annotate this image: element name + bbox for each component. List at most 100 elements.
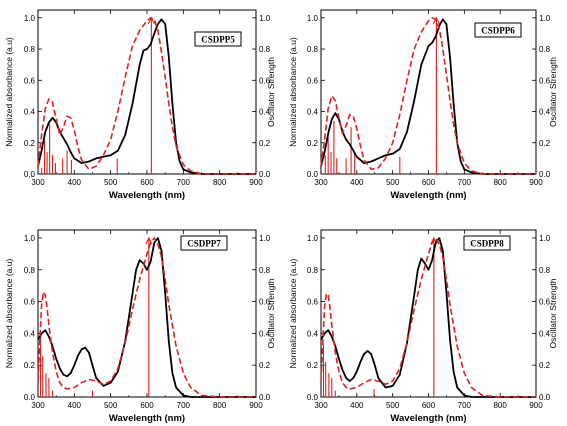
y2-tick-label: 0.0: [539, 393, 551, 402]
y2-axis-label: Oscillator Strength: [266, 278, 276, 348]
compound-label: CSDPP8: [470, 239, 504, 249]
x-tick-label: 500: [386, 401, 400, 410]
x-tick-label: 800: [213, 401, 227, 410]
y2-tick-label: 1.0: [539, 234, 551, 243]
y-tick-label: 0.8: [24, 266, 36, 275]
y-axis-label: Normalized absorbance (a.u): [4, 37, 14, 147]
x-tick-label: 900: [529, 401, 543, 410]
calculated-spectrum-line: [320, 237, 536, 398]
x-tick-label: 700: [177, 401, 191, 410]
y-tick-label: 1.0: [24, 14, 36, 23]
y2-tick-label: 0.2: [539, 361, 551, 370]
x-tick-label: 800: [493, 178, 507, 187]
y2-tick-label: 0.8: [259, 45, 271, 54]
y-tick-label: 0.0: [307, 170, 319, 179]
x-tick-label: 300: [31, 401, 45, 410]
y2-tick-label: 0.8: [539, 45, 551, 54]
x-axis-label: Wavelength (nm): [109, 413, 185, 424]
y2-tick-label: 1.0: [539, 14, 551, 23]
y2-tick-label: 0.0: [539, 170, 551, 179]
plot-frame: [320, 229, 537, 398]
y2-axis-label: Oscillator Strength: [548, 278, 558, 348]
x-tick-label: 500: [386, 178, 400, 187]
x-tick-label: 700: [458, 401, 472, 410]
y-tick-label: 0.0: [24, 393, 36, 402]
y2-tick-label: 0.2: [539, 139, 551, 148]
compound-label: CSDPP6: [481, 26, 515, 36]
x-tick-label: 500: [104, 178, 118, 187]
y-tick-label: 0.8: [307, 45, 319, 54]
y-tick-label: 0.6: [307, 76, 319, 85]
y-tick-label: 1.0: [307, 14, 319, 23]
x-tick-label: 600: [422, 401, 436, 410]
x-tick-label: 900: [249, 178, 263, 187]
x-tick-label: 300: [314, 401, 328, 410]
x-tick-label: 700: [177, 178, 191, 187]
y2-tick-label: 0.8: [539, 266, 551, 275]
y-tick-label: 0.6: [24, 76, 36, 85]
experimental-spectrum-line: [37, 237, 256, 398]
compound-label-box: [180, 235, 228, 251]
y2-tick-label: 0.4: [539, 329, 551, 338]
y2-tick-label: 0.6: [259, 298, 271, 307]
y2-tick-label: 0.4: [539, 108, 551, 117]
x-tick-label: 600: [140, 401, 154, 410]
y-axis-label: Normalized absorbance (a.u): [288, 37, 298, 147]
y2-tick-label: 0.6: [259, 76, 271, 85]
experimental-spectrum-line: [320, 237, 536, 398]
x-tick-label: 900: [529, 178, 543, 187]
x-tick-label: 800: [493, 401, 507, 410]
x-tick-label: 400: [68, 178, 82, 187]
experimental-spectrum-line: [320, 18, 536, 175]
x-tick-label: 900: [249, 401, 263, 410]
y-tick-label: 0.0: [24, 170, 36, 179]
y2-tick-label: 0.4: [259, 108, 271, 117]
stick-arrowhead: [145, 236, 153, 245]
y-tick-label: 0.4: [24, 108, 36, 117]
x-tick-label: 600: [140, 178, 154, 187]
y2-tick-label: 0.4: [259, 329, 271, 338]
y2-axis-label: Oscillator Strength: [266, 57, 276, 127]
x-tick-label: 400: [350, 401, 364, 410]
y-tick-label: 0.2: [24, 361, 36, 370]
y-tick-label: 0.8: [307, 266, 319, 275]
stick-arrowhead: [432, 16, 440, 25]
x-tick-label: 600: [422, 178, 436, 187]
x-tick-label: 300: [314, 178, 328, 187]
x-axis-label: Wavelength (nm): [390, 190, 466, 201]
compound-label-box: [463, 235, 511, 251]
calculated-spectrum-line: [37, 237, 256, 398]
y2-tick-label: 1.0: [259, 14, 271, 23]
y-tick-label: 1.0: [24, 234, 36, 243]
y-tick-label: 0.4: [307, 108, 319, 117]
compound-label: CSDPP7: [187, 239, 221, 249]
x-tick-label: 300: [31, 178, 45, 187]
y2-tick-label: 0.6: [539, 298, 551, 307]
y-tick-label: 0.6: [307, 298, 319, 307]
y-tick-label: 0.8: [24, 45, 36, 54]
y-tick-label: 0.4: [24, 329, 36, 338]
y2-tick-label: 0.2: [259, 361, 271, 370]
y-axis-label: Normalized absorbance (a.u): [4, 259, 14, 369]
y2-axis-label: Oscillator Strength: [548, 57, 558, 127]
calculated-spectrum-line: [320, 17, 536, 175]
x-axis-label: Wavelength (nm): [109, 190, 185, 201]
y-axis-label: Normalized absorbance (a.u): [288, 259, 298, 369]
y-tick-label: 0.6: [24, 298, 36, 307]
calculated-spectrum-line: [37, 17, 256, 175]
y-tick-label: 0.0: [307, 393, 319, 402]
y2-tick-label: 0.6: [539, 76, 551, 85]
compound-label-box: [194, 31, 242, 47]
y2-tick-label: 1.0: [259, 234, 271, 243]
compound-label: CSDPP5: [201, 35, 235, 45]
y2-tick-label: 0.0: [259, 170, 271, 179]
x-tick-label: 400: [68, 401, 82, 410]
y-tick-label: 0.2: [307, 139, 319, 148]
y-tick-label: 0.2: [307, 361, 319, 370]
y2-tick-label: 0.0: [259, 393, 271, 402]
